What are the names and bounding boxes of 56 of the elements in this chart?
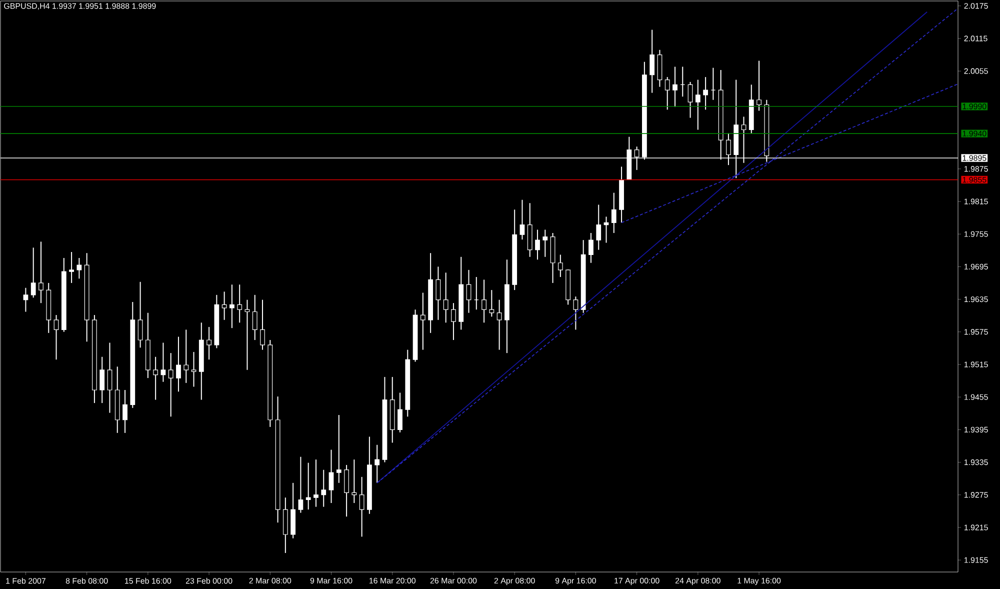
candlestick xyxy=(420,292,426,350)
candlestick xyxy=(298,456,304,514)
candlestick xyxy=(596,204,602,250)
candlestick xyxy=(100,356,105,404)
candlestick xyxy=(489,290,494,318)
candlestick xyxy=(398,392,402,433)
candlestick xyxy=(756,60,762,112)
candlestick xyxy=(54,314,59,360)
candlestick xyxy=(359,476,364,538)
candlestick xyxy=(336,414,342,484)
candlestick xyxy=(23,287,28,312)
candlestick xyxy=(191,351,196,388)
candlestick xyxy=(466,269,472,314)
candlestick xyxy=(374,444,380,484)
candlestick xyxy=(695,79,700,130)
candlestick xyxy=(611,192,616,234)
candlestick xyxy=(573,296,578,330)
candlestick xyxy=(650,29,655,94)
candlestick xyxy=(138,281,143,348)
candlestick xyxy=(558,254,563,278)
candlestick xyxy=(176,336,181,392)
candlestick xyxy=(321,469,326,508)
candlestick xyxy=(69,251,74,284)
candlestick xyxy=(496,299,502,350)
candlestick xyxy=(306,462,311,510)
candlestick xyxy=(482,279,486,324)
candlestick xyxy=(443,272,448,324)
candlestick xyxy=(76,257,82,280)
candlestick xyxy=(30,247,36,298)
candlestick xyxy=(122,389,128,434)
candlestick xyxy=(107,342,112,414)
candlestick xyxy=(230,284,234,329)
candlestick xyxy=(535,229,540,260)
candlestick xyxy=(260,299,265,350)
candlestick xyxy=(237,284,242,324)
candlestick xyxy=(672,66,678,108)
candlestick xyxy=(252,294,258,341)
candlestick xyxy=(588,232,594,264)
candlestick xyxy=(222,291,227,320)
candlestick xyxy=(184,329,189,384)
candlestick xyxy=(206,326,212,360)
candlestick xyxy=(520,199,525,240)
candlestick xyxy=(168,352,174,418)
candlestick xyxy=(451,302,456,341)
candlestick xyxy=(344,464,349,518)
candlestick xyxy=(153,356,158,400)
candlestick xyxy=(328,449,334,504)
candlestick xyxy=(703,76,708,110)
candlestick xyxy=(542,229,548,258)
candlestick xyxy=(314,459,318,508)
candlestick xyxy=(160,342,166,382)
candlestick xyxy=(436,266,441,320)
candlestick xyxy=(38,241,44,304)
candlestick xyxy=(352,459,357,504)
candlestick xyxy=(688,81,693,118)
candlestick xyxy=(664,76,670,110)
